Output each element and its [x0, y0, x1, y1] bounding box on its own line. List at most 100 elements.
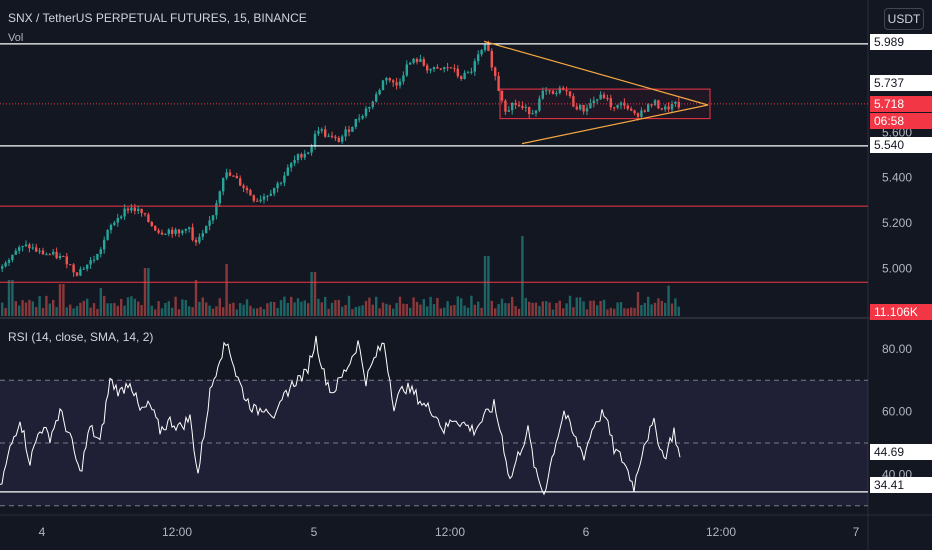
candle-body	[613, 107, 616, 109]
volume-bar	[381, 302, 385, 316]
volume-bar	[368, 297, 371, 316]
candle-body	[640, 110, 643, 117]
candle-body	[191, 227, 194, 240]
volume-bar	[460, 298, 463, 316]
candle-body	[11, 254, 14, 261]
candle-body	[446, 67, 449, 69]
candle-body	[7, 260, 11, 263]
candle-body	[548, 90, 551, 92]
volume-bar	[103, 295, 106, 316]
candle-body	[92, 259, 96, 261]
volume-bar	[402, 303, 405, 316]
candle-body	[460, 76, 463, 79]
volume-bar	[120, 298, 123, 316]
candle-body	[126, 208, 130, 211]
candle-body	[211, 215, 215, 221]
candle-body	[419, 59, 422, 62]
volume-bar	[337, 299, 340, 316]
candle-body	[24, 244, 28, 247]
candle-body	[252, 195, 255, 201]
candle-body	[364, 108, 368, 116]
candle-body	[205, 225, 208, 234]
candle-body	[677, 101, 680, 108]
candle-body	[436, 67, 439, 69]
volume-bar	[109, 303, 113, 316]
candle-body	[538, 98, 541, 111]
triangle-lower-trendline	[521, 104, 709, 145]
candle-body	[171, 229, 174, 234]
volume-bar	[497, 304, 500, 316]
candle-body	[28, 244, 31, 249]
volume-bar	[262, 309, 266, 316]
candle-body	[1, 266, 4, 269]
candle-body	[273, 188, 276, 194]
candle-body	[504, 100, 507, 112]
candle-body	[609, 98, 612, 108]
candle-body	[330, 135, 334, 137]
volume-bar	[283, 296, 286, 316]
volume-bar	[38, 296, 41, 316]
volume-bar	[58, 284, 62, 316]
volume-bar	[375, 296, 378, 316]
candle-body	[405, 64, 408, 76]
volume-bar	[538, 306, 541, 316]
candle-body	[62, 256, 65, 258]
price-badge: 11.106K	[870, 304, 932, 320]
volume-bar	[630, 307, 633, 316]
volume-bar	[596, 305, 599, 316]
candle-body	[551, 90, 555, 94]
candle-body	[208, 220, 211, 226]
volume-bar	[582, 301, 585, 316]
volume-bar	[470, 295, 473, 316]
rsi-value-badge: 44.69	[870, 444, 932, 460]
volume-bar	[303, 300, 306, 316]
candle-body	[259, 199, 262, 202]
candle-body	[143, 213, 147, 215]
candle-body	[381, 80, 385, 91]
candle-body	[664, 106, 667, 110]
candle-body	[55, 251, 58, 259]
volume-bar	[164, 303, 167, 316]
currency-button[interactable]: USDT	[884, 8, 924, 30]
price-badge: 5.989	[870, 34, 932, 50]
candle-body	[262, 196, 266, 200]
volume-bar	[657, 298, 660, 316]
candle-body	[52, 251, 55, 255]
candle-body	[300, 154, 303, 158]
candle-body	[167, 229, 170, 234]
volume-bar	[606, 309, 609, 316]
candle-body	[633, 110, 636, 114]
candle-body	[368, 106, 371, 109]
volume-bar	[150, 305, 153, 316]
volume-bar	[256, 308, 259, 316]
volume-bar	[643, 302, 646, 316]
candle-body	[21, 246, 24, 248]
candle-body	[494, 67, 497, 77]
volume-bar	[269, 301, 272, 316]
volume-bar	[473, 304, 476, 316]
candle-body	[160, 232, 164, 235]
candle-body	[279, 182, 283, 184]
candle-body	[592, 100, 595, 104]
candle-body	[415, 58, 419, 62]
volume-bar	[191, 307, 194, 316]
candle-body	[497, 76, 500, 91]
candle-body	[524, 106, 527, 108]
candle-body	[283, 175, 286, 183]
volume-bar	[446, 301, 449, 316]
volume-bar	[626, 308, 629, 316]
candle-body	[123, 208, 126, 217]
candle-body	[653, 100, 657, 106]
candle-body	[412, 58, 415, 63]
candle-body	[96, 253, 99, 260]
candle-body	[347, 129, 351, 132]
volume-bar	[307, 303, 310, 316]
volume-bar	[623, 308, 626, 316]
volume-bar	[633, 307, 636, 316]
candle-body	[58, 256, 62, 259]
candle-body	[470, 71, 473, 73]
volume-bar	[364, 300, 368, 316]
volume-bar	[426, 306, 429, 316]
volume-bar	[252, 308, 255, 316]
